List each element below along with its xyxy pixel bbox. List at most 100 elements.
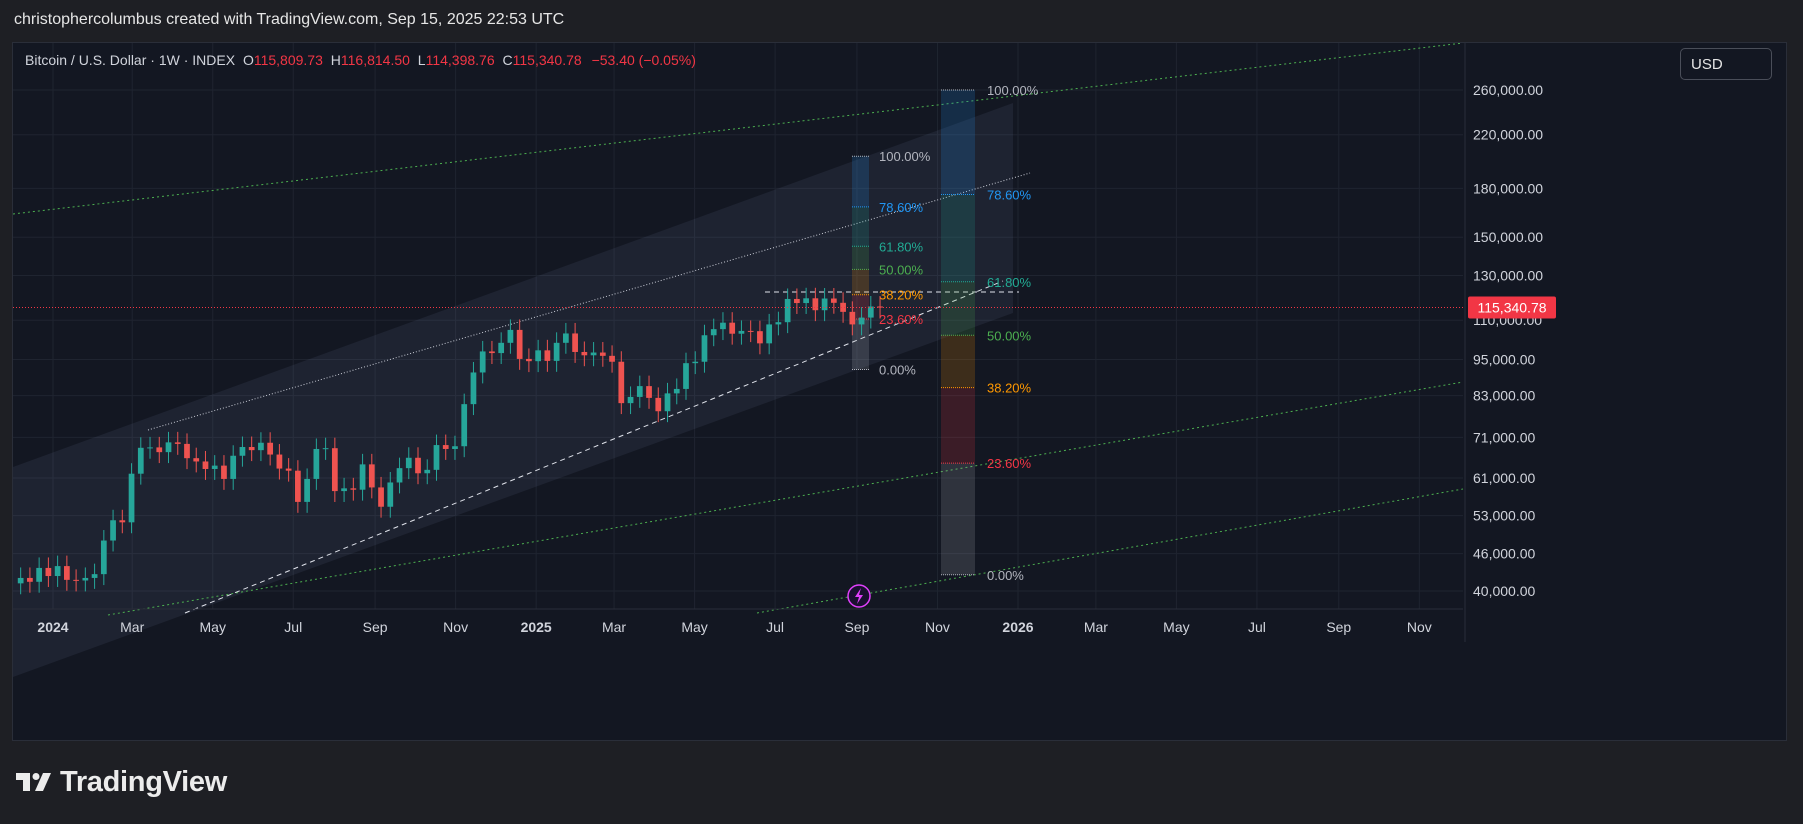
flash-icon-bolt [855,588,863,604]
time-axis-tick-label: 2025 [521,619,552,635]
candle-body [378,487,384,507]
open-label: O [242,52,254,68]
price-axis-tick-label: 53,000.00 [1473,508,1535,524]
time-axis-tick-label: Jul [1248,619,1266,635]
candle-body [572,333,578,352]
fib-zone [941,281,975,336]
fib-zone [852,246,869,270]
fib-level-label: 100.00% [879,149,931,164]
candle-body [858,317,865,325]
channel-line-green [13,43,1464,215]
candle-body [664,393,671,412]
chart-caption: christophercolumbus created with Trading… [14,11,565,28]
change-value: −53.40 (−0.05%) [591,52,696,68]
price-axis-tick-label: 130,000.00 [1473,268,1543,284]
fib-level-label: 38.20% [987,381,1032,396]
time-axis-tick-label: Sep [844,619,869,635]
candle-body [701,335,708,362]
candle-body [581,351,588,356]
price-axis-tick-label: 220,000.00 [1473,127,1543,143]
price-axis-tick-label: 46,000.00 [1473,546,1535,562]
candle-body [442,445,449,449]
candle-body [747,330,754,332]
candle-body [359,464,366,490]
fib-zone [852,319,869,370]
candle-body [673,388,680,394]
close-value: 115,340.78 [512,52,582,68]
fib-level-label: 78.60% [987,187,1032,202]
currency-button[interactable]: USD [1680,48,1772,80]
candle-body [729,322,736,334]
candle-body [692,361,699,364]
tradingview-logo-text: TradingView [60,765,227,798]
price-axis-tick-label: 71,000.00 [1473,429,1535,445]
open-value: 115,809.73 [253,52,323,68]
time-axis-tick-label: Nov [1407,619,1432,635]
candle-body [82,577,89,581]
time-axis-tick-label: Mar [1084,619,1108,635]
fib-level-label: 78.60% [879,200,924,215]
candle-body [276,454,283,469]
candle-body [766,324,773,344]
candle-body [479,351,486,373]
candle-body [221,465,227,479]
candle-body [757,331,763,344]
fib-zone [852,206,869,247]
candle-body [452,446,458,449]
candle-body [867,306,874,318]
candle-body [147,447,153,449]
candle-body [405,457,412,469]
candle-body [211,465,218,469]
fib-zone [941,90,975,195]
price-chart[interactable]: 100.00% 78.60% 61.80% 50.00% 38.20% 23.60% 0.0… [13,43,1787,741]
candle-body [184,443,190,459]
candle-body [849,311,856,325]
trendline-support [184,280,1004,614]
fib-zone [852,269,869,295]
symbol-label: Bitcoin / U.S. Dollar · 1W · INDEX [25,52,236,68]
candle-body [627,396,634,404]
candle-body [433,445,440,470]
fib-zone [941,335,975,388]
candle-body [636,386,643,397]
fib-level-label: 61.80% [879,239,924,254]
candle-body [285,468,292,471]
regression-channel [13,103,1013,677]
time-axis-tick-label: Nov [925,619,950,635]
candle-body [165,442,172,453]
chart-panel[interactable]: 100.00% 78.60% 61.80% 50.00% 38.20% 23.60% 0.0… [12,42,1787,741]
candle-body [54,566,61,577]
low-label: L [417,52,426,68]
fib-zone [941,194,975,282]
candle-body [36,567,43,582]
candle-body [295,470,301,502]
candle-body [396,468,403,483]
fib-level-label: 23.60% [987,456,1032,471]
candle-body [683,363,689,389]
candle-body [489,351,495,354]
candle-body [794,298,800,304]
candle-body [27,577,33,582]
time-axis-tick-label: 2026 [1002,619,1033,635]
fib-zone [852,156,869,207]
candle-body [156,447,163,453]
candle-body [812,298,819,311]
candle-body [461,404,468,447]
fib-level-label: 0.00% [987,568,1024,583]
candle-body [350,488,357,490]
fib-level-label: 50.00% [987,328,1032,343]
high-value: 116,814.50 [340,52,410,68]
fib-level-label: 0.00% [879,363,916,378]
tradingview-logo: TradingView [16,766,227,798]
trendline-upper [147,172,1031,431]
candle-body [821,298,828,311]
time-axis-tick-label: Mar [120,619,144,635]
candle-body [562,333,569,343]
candle-body [590,352,597,356]
high-label: H [330,52,341,68]
price-axis-tick-label: 83,000.00 [1473,388,1535,404]
time-axis-tick-label: Jul [766,619,784,635]
price-axis-tick-label: 150,000.00 [1473,229,1543,245]
fib-level-label: 61.80% [987,275,1032,290]
candle-body [655,397,662,412]
